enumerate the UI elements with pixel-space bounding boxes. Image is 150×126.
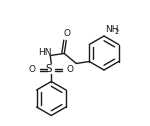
Text: O: O [67,65,74,74]
Text: NH: NH [105,25,119,34]
Text: S: S [45,64,52,73]
Text: O: O [63,28,70,38]
Text: HN: HN [38,48,52,57]
Text: O: O [29,65,36,74]
Text: 2: 2 [114,28,119,35]
